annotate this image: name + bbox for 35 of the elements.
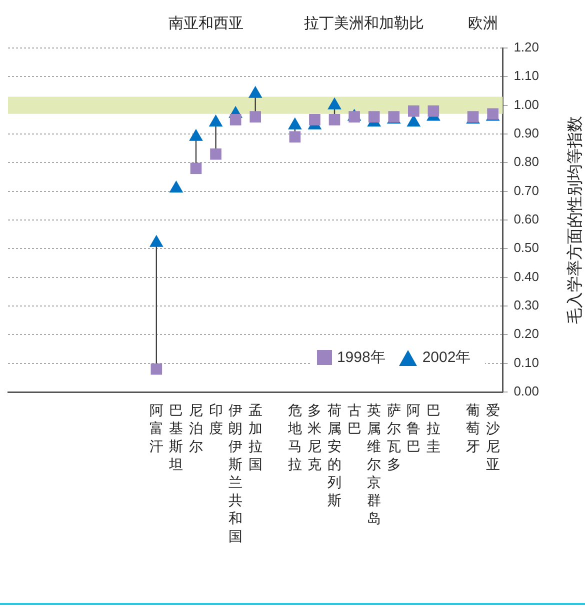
x-tick-label: 古巴 <box>346 402 362 438</box>
text: 欧洲 <box>468 15 498 32</box>
text: 南亚和西亚 <box>167 14 244 33</box>
y-tick-label: 0.00 <box>514 384 540 399</box>
legend-label: 1998年 <box>336 348 386 367</box>
y-tick-label: 0.20 <box>514 326 540 342</box>
x-tick-label: 萨尔瓦多 <box>386 402 402 474</box>
x-tick-label: 爱沙尼亚 <box>484 402 501 474</box>
x-tick-label: 印度 <box>208 402 224 438</box>
x-tick-label: 葡萄牙 <box>465 402 482 456</box>
x-tick-label: 英属维尔京群岛 <box>366 402 382 528</box>
y-tick-label: 0.40 <box>514 268 540 284</box>
y-axis-title: 毛入学率方面的性别均等指数 <box>566 115 585 326</box>
y-tick-label: 1.00 <box>514 96 540 112</box>
y-tick-label: 1.10 <box>514 68 540 84</box>
y-tick-label: 0.10 <box>514 354 540 370</box>
x-tick-label: 孟加拉国 <box>247 402 264 474</box>
x-tick-label: 伊朗伊斯兰共和国 <box>228 402 244 546</box>
y-tick-label: 0.30 <box>514 298 540 313</box>
y-tick-label: 0.50 <box>514 240 540 256</box>
x-tick-label: 荷属安的列斯 <box>326 402 342 510</box>
x-tick-label: 巴基斯坦 <box>168 402 184 474</box>
y-tick-label: 1.20 <box>514 40 540 55</box>
y-tick-label: 0.60 <box>514 212 540 227</box>
x-tick-label: 巴拉圭 <box>425 402 442 456</box>
x-tick-label: 危地马拉 <box>286 402 303 474</box>
x-tick-label: 多米尼克 <box>306 402 323 474</box>
y-tick-label: 0.80 <box>514 154 540 170</box>
y-tick-label: 0.90 <box>514 126 540 141</box>
x-tick-label: 阿富汗 <box>148 402 164 456</box>
text: 拉丁美洲和加勒比 <box>303 14 426 33</box>
x-tick-label: 尼泊尔 <box>188 402 204 456</box>
legend-label: 2002年 <box>422 348 471 367</box>
y-tick-label: 0.70 <box>514 182 540 198</box>
x-tick-label: 阿鲁巴 <box>406 402 422 456</box>
